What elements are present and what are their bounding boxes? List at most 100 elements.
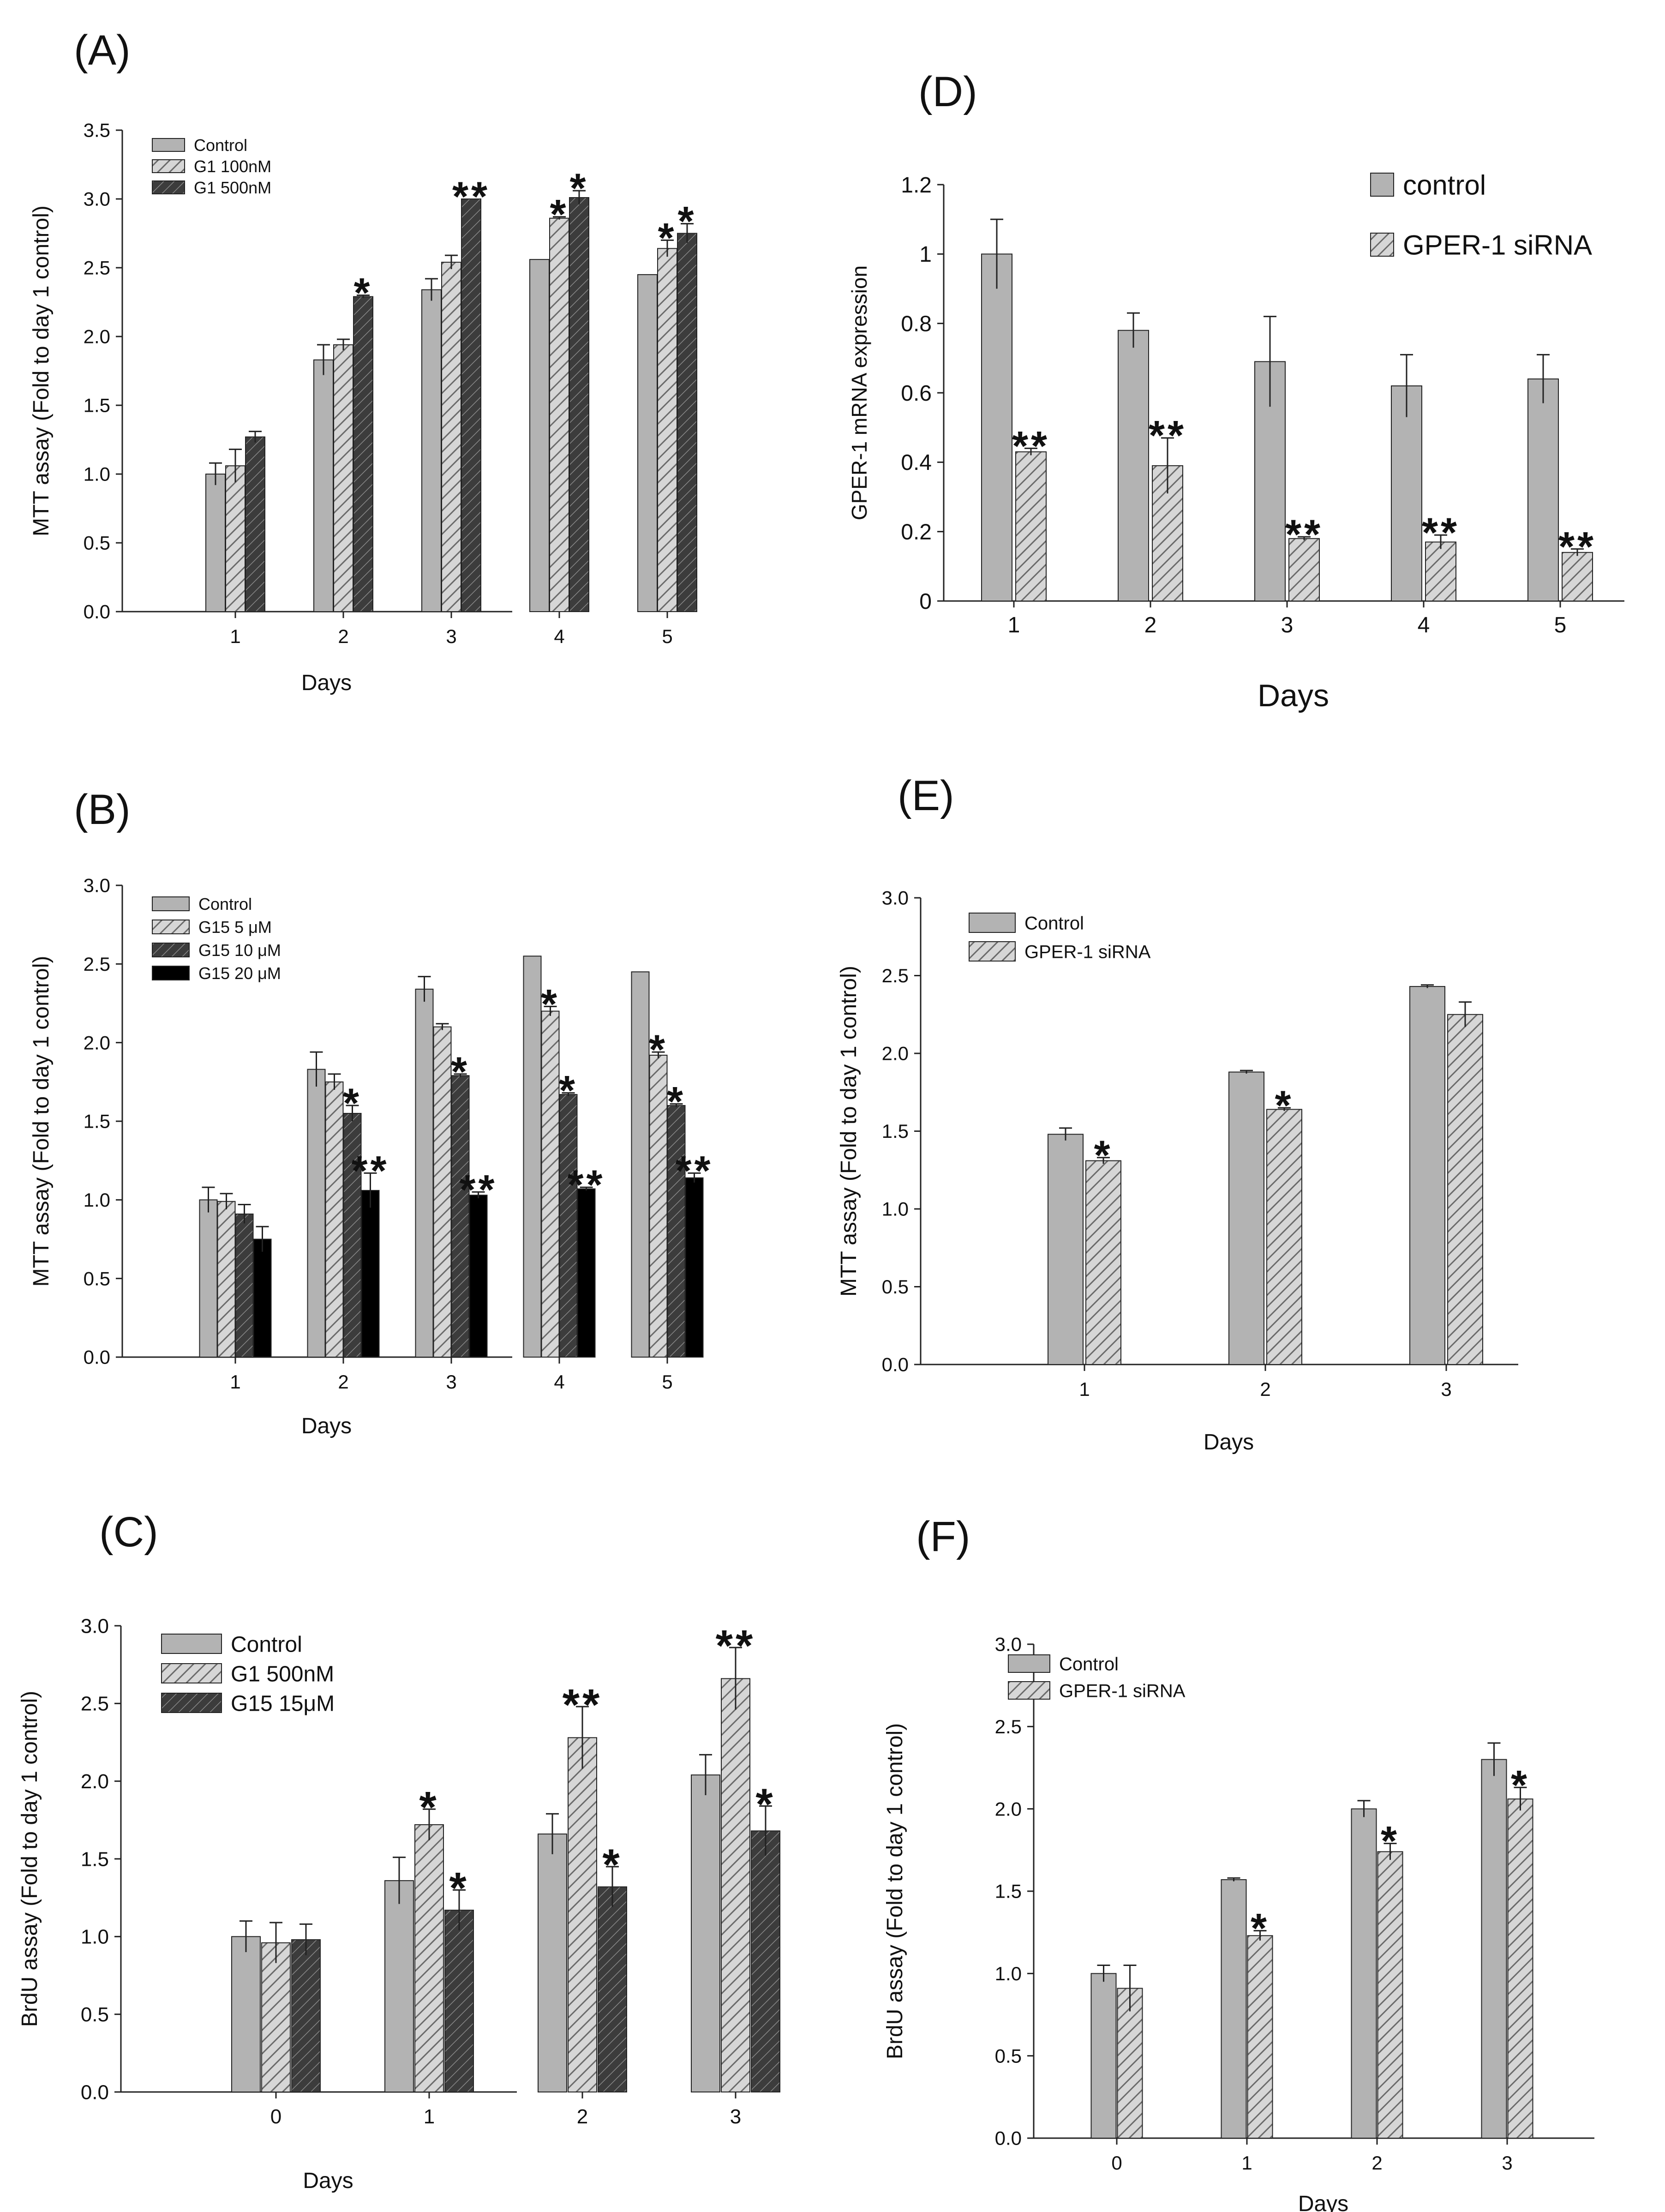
bar-control-day-2 — [538, 1833, 567, 2092]
y-tick-label: 0 — [919, 589, 932, 614]
y-tick-label: 1 — [919, 242, 932, 267]
bar-control-day-2 — [307, 1069, 326, 1358]
bar-g15-5-m-day-4 — [541, 1010, 560, 1358]
significance-marker: * — [755, 1779, 775, 1829]
legend-label: GPER-1 siRNA — [1024, 942, 1151, 962]
legend-swatch — [1008, 1681, 1050, 1700]
panel-d: (D) 0 0.2 0.4 0.6 0.8 1 1.2 GPER-1 mRNA expressi… — [847, 68, 1624, 713]
y-tick-label: 1.5 — [882, 1120, 909, 1142]
bar-gper-1-sirna-day-2 — [1266, 1109, 1302, 1365]
y-tick-label: 1.2 — [901, 173, 932, 198]
legend-swatch — [152, 920, 190, 934]
y-axis-title: BrdU assay (Fold to day 1 control) — [883, 1723, 907, 2059]
bar-g15-5-m-day-1 — [217, 1201, 236, 1358]
significance-marker: ** — [1012, 423, 1050, 469]
y-tick-label: 3.0 — [882, 887, 909, 909]
y-tick-label: 1.0 — [882, 1198, 909, 1220]
significance-marker: * — [449, 1863, 469, 1913]
y-tick-label: 0.0 — [995, 2128, 1022, 2149]
bar-g15-20-m-day-1 — [253, 1238, 272, 1358]
significance-marker: ** — [459, 1167, 497, 1213]
x-tick-label: 3 — [1502, 2152, 1512, 2174]
y-axis-title: MTT assay (Fold to day 1 control) — [29, 956, 54, 1287]
legend-swatch — [152, 896, 190, 911]
bar-control-day-3 — [1481, 1759, 1507, 2139]
y-tick-label: 0.0 — [84, 1346, 110, 1368]
bar-g15-10-m-day-4 — [559, 1094, 578, 1358]
bar-g15-20-m-day-4 — [577, 1188, 596, 1358]
bar-g1-500nm-day-4 — [569, 197, 589, 612]
bar-control-day-2 — [1351, 1808, 1377, 2139]
x-tick-label: 2 — [338, 1371, 348, 1393]
significance-marker: ** — [1285, 511, 1323, 558]
significance-marker: ** — [567, 1162, 605, 1208]
bar-control-day-5 — [1527, 378, 1559, 602]
significance-marker: * — [451, 1049, 470, 1095]
y-tick-label: 0.5 — [81, 2003, 109, 2026]
bar-control-day-4 — [1391, 385, 1422, 601]
y-tick-label: 1.5 — [84, 1111, 110, 1132]
legend-label: G15 15μM — [231, 1691, 335, 1716]
legend-label: G15 5 μM — [198, 918, 272, 937]
bar-g15-10-m-day-5 — [667, 1105, 686, 1358]
x-tick-label: 2 — [1260, 1378, 1270, 1400]
x-axis-title: Days — [1298, 2192, 1348, 2212]
x-tick-label: 0 — [1111, 2152, 1122, 2174]
bar-control-day-4 — [523, 956, 542, 1358]
y-tick-label: 0.5 — [84, 1268, 110, 1289]
legend-label: Control — [198, 895, 252, 914]
bar-control-day-1 — [981, 253, 1012, 601]
x-tick-label: 3 — [730, 2105, 741, 2128]
x-tick-label: 5 — [1554, 613, 1567, 637]
panel-a: (A) 0.0 0.5 1.0 1.5 2.0 2.5 3.0 3.5 MTT assay (Fo… — [29, 27, 697, 695]
significance-marker: ** — [351, 1148, 389, 1194]
x-axis-title: Days — [1258, 678, 1329, 713]
y-tick-label: 2.0 — [882, 1043, 909, 1064]
panel-label: (F) — [916, 1513, 970, 1560]
y-tick-label: 2.0 — [81, 1770, 109, 1793]
y-tick-label: 1.5 — [995, 1881, 1022, 1902]
x-tick-label: 1 — [230, 1371, 240, 1393]
x-tick-label: 5 — [662, 1371, 672, 1393]
y-tick-label: 0.5 — [84, 532, 110, 554]
panel-b: (B) 0.0 0.5 1.0 1.5 2.0 2.5 3.0 MTT assay (Fold … — [29, 786, 711, 1438]
bar-g15-5-m-day-5 — [649, 1054, 668, 1358]
x-tick-label: 3 — [1441, 1378, 1451, 1400]
x-tick-label: 4 — [554, 1371, 564, 1393]
x-tick-label: 2 — [1372, 2152, 1382, 2174]
y-tick-label: 2.0 — [84, 1032, 110, 1053]
significance-marker: * — [658, 215, 677, 261]
legend-swatch — [969, 913, 1016, 933]
bar-control-day-3 — [415, 988, 434, 1358]
bar-g15-5-m-day-2 — [325, 1081, 344, 1358]
panel-label: (C) — [99, 1509, 158, 1556]
legend-label: Control — [231, 1632, 302, 1657]
x-tick-label: 1 — [1241, 2152, 1252, 2174]
panel-label: (E) — [898, 772, 954, 819]
bar-control-day-3 — [421, 289, 442, 612]
significance-marker: * — [559, 1068, 578, 1114]
bar-g15-10-m-day-1 — [235, 1213, 254, 1358]
x-tick-label: 2 — [338, 625, 348, 647]
y-axis-title: GPER-1 mRNA expression — [847, 265, 871, 520]
legend-swatch — [1370, 233, 1394, 257]
bar-gper-1-sirna-day-3 — [1288, 538, 1320, 601]
legend-swatch — [152, 966, 190, 980]
bar-control-day-5 — [637, 274, 658, 612]
legend-swatch — [152, 159, 185, 173]
y-tick-label: 0.2 — [901, 520, 932, 544]
bar-g15-15-m-day-2 — [598, 1886, 627, 2093]
bar-g1-500nm-day-3 — [721, 1678, 750, 2092]
y-tick-label: 0.0 — [882, 1354, 909, 1376]
legend-swatch — [1370, 173, 1394, 197]
bar-gper-1-sirna-day-1 — [1015, 451, 1047, 601]
significance-marker: ** — [563, 1680, 603, 1730]
x-axis-title: Days — [301, 1414, 352, 1438]
bar-g15-5-m-day-3 — [433, 1026, 452, 1358]
bar-g1-500nm-day-1 — [414, 1824, 444, 2092]
y-axis-title: BrdU assay (Fold to day 1 control) — [18, 1691, 42, 2027]
bar-g1-500nm-day-3 — [461, 198, 481, 612]
bar-control-day-1 — [1221, 1879, 1247, 2139]
significance-marker: * — [1511, 1762, 1530, 1809]
y-tick-label: 3.0 — [995, 1634, 1022, 1655]
